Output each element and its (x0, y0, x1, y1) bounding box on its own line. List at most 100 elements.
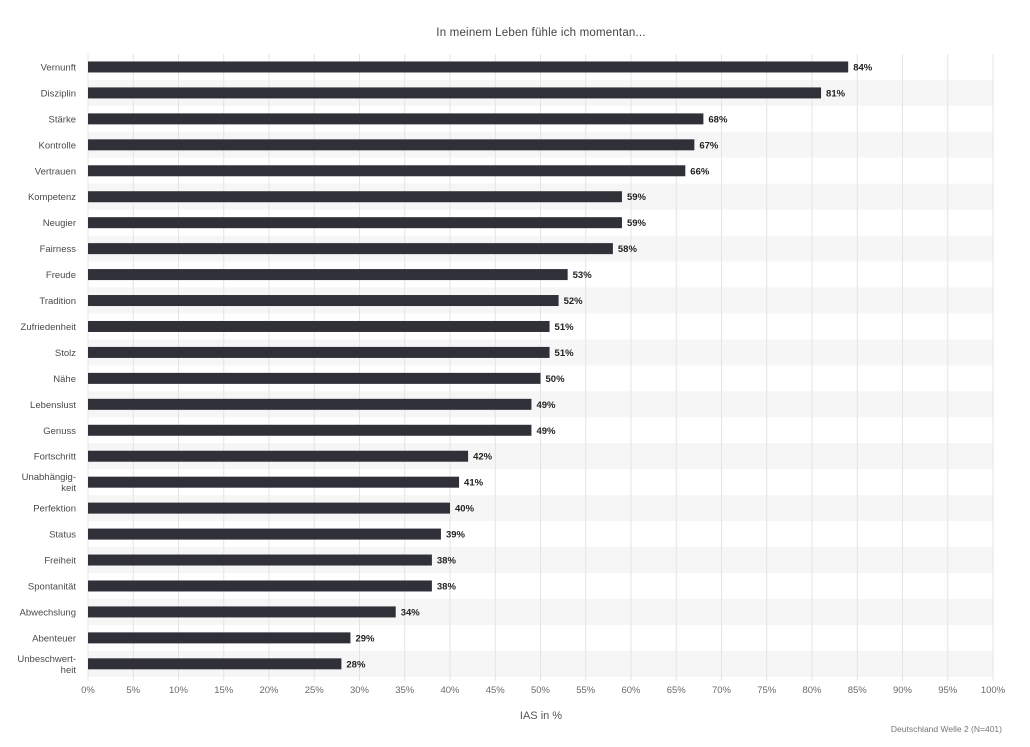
data-label: 68% (708, 114, 728, 125)
x-axis-label: IAS in % (519, 710, 563, 722)
bar (88, 217, 622, 229)
bar (88, 139, 695, 151)
source-note: Deutschland Welle 2 (N=401) (890, 724, 1002, 734)
x-tick-label: 95% (938, 685, 958, 696)
bar (88, 243, 613, 255)
category-label: Perfektion (33, 504, 76, 515)
x-tick-label: 45% (486, 685, 506, 696)
data-label: 67% (699, 140, 719, 151)
data-label: 42% (473, 452, 493, 463)
data-label: 59% (627, 192, 647, 203)
bar (88, 606, 396, 618)
category-label: Neugier (43, 218, 76, 229)
category-label: Unabhängig- (22, 472, 76, 483)
bar (88, 165, 686, 177)
value-labels: 84% 81% 68% 67% 66% 59% 59% 58% 53% 52% 51% 51% 50% 4… (346, 62, 872, 670)
category-label: Fortschritt (34, 452, 77, 463)
bar (88, 502, 450, 514)
category-label: Vertrauen (35, 166, 76, 177)
x-tick-label: 20% (259, 685, 279, 696)
category-label: Tradition (39, 296, 76, 307)
x-tick-label: 10% (169, 685, 189, 696)
data-label: 38% (437, 556, 457, 567)
bar (88, 554, 432, 566)
bar (88, 658, 342, 670)
bar (88, 580, 432, 592)
category-label: Kontrolle (39, 140, 77, 151)
data-label: 38% (437, 581, 457, 592)
bar (88, 632, 351, 644)
x-tick-label: 50% (531, 685, 551, 696)
bar (88, 476, 460, 488)
bar (88, 295, 559, 307)
x-tick-label: 35% (395, 685, 415, 696)
x-tick-label: 85% (848, 685, 868, 696)
category-label: heit (61, 665, 77, 676)
gridlines (87, 54, 994, 681)
x-tick-label: 100% (981, 685, 1006, 696)
x-tick-labels: 0% 5% 10% 15% 20% 25% 30% 35% 40% 45% 50% 55% 60% 65%… (81, 685, 1006, 696)
data-label: 29% (355, 633, 375, 644)
category-label: Freiheit (44, 556, 76, 567)
category-label: Vernunft (41, 62, 77, 73)
bar (88, 450, 469, 462)
data-label: 58% (618, 244, 638, 255)
data-label: 51% (555, 322, 575, 333)
category-label: Status (49, 530, 76, 541)
x-tick-label: 5% (126, 685, 140, 696)
category-label: Spontanität (28, 581, 76, 592)
category-label: Lebenslust (30, 400, 76, 411)
bar (88, 191, 622, 203)
chart-title: In meinem Leben fühle ich momentan... (436, 27, 646, 39)
data-label: 84% (853, 62, 873, 73)
x-tick-label: 55% (576, 685, 596, 696)
data-label: 53% (573, 270, 593, 281)
data-label: 66% (690, 166, 710, 177)
category-label: Unbeschwert- (17, 654, 76, 665)
data-label: 59% (627, 218, 647, 229)
data-label: 39% (446, 530, 466, 541)
x-tick-label: 80% (802, 685, 822, 696)
data-label: 49% (536, 426, 556, 437)
bar (88, 113, 704, 125)
data-label: 40% (455, 504, 475, 515)
x-tick-label: 90% (893, 685, 913, 696)
x-tick-label: 70% (712, 685, 732, 696)
bar (88, 424, 532, 436)
category-label: Disziplin (41, 88, 76, 99)
x-tick-label: 75% (757, 685, 777, 696)
data-label: 50% (546, 374, 566, 385)
category-label: Freude (46, 270, 76, 281)
x-tick-label: 30% (350, 685, 370, 696)
category-label: keit (61, 483, 76, 494)
category-label: Kompetenz (28, 192, 76, 203)
category-label: Fairness (40, 244, 77, 255)
bar (88, 346, 550, 358)
data-label: 49% (536, 400, 556, 411)
data-label: 81% (826, 88, 846, 99)
category-label: Stolz (55, 348, 76, 359)
bar (88, 528, 441, 540)
x-tick-label: 40% (440, 685, 460, 696)
data-label: 34% (401, 607, 421, 618)
bar (88, 398, 532, 410)
category-label: Genuss (43, 426, 76, 437)
bar (88, 269, 568, 281)
bars (88, 61, 849, 670)
x-tick-label: 60% (621, 685, 641, 696)
x-tick-label: 0% (81, 685, 95, 696)
category-label: Stärke (49, 114, 76, 125)
bar (88, 372, 541, 384)
data-label: 41% (464, 478, 484, 489)
data-label: 28% (346, 659, 366, 670)
bar (88, 87, 822, 99)
category-label: Abwechslung (19, 607, 76, 618)
data-label: 52% (564, 296, 584, 307)
bar (88, 61, 849, 73)
x-tick-label: 65% (667, 685, 687, 696)
bar (88, 320, 550, 332)
category-label: Nähe (53, 374, 76, 385)
category-label: Abenteuer (32, 633, 76, 644)
category-labels: Vernunft Disziplin Stärke Kontrolle Vertraue… (17, 62, 76, 675)
